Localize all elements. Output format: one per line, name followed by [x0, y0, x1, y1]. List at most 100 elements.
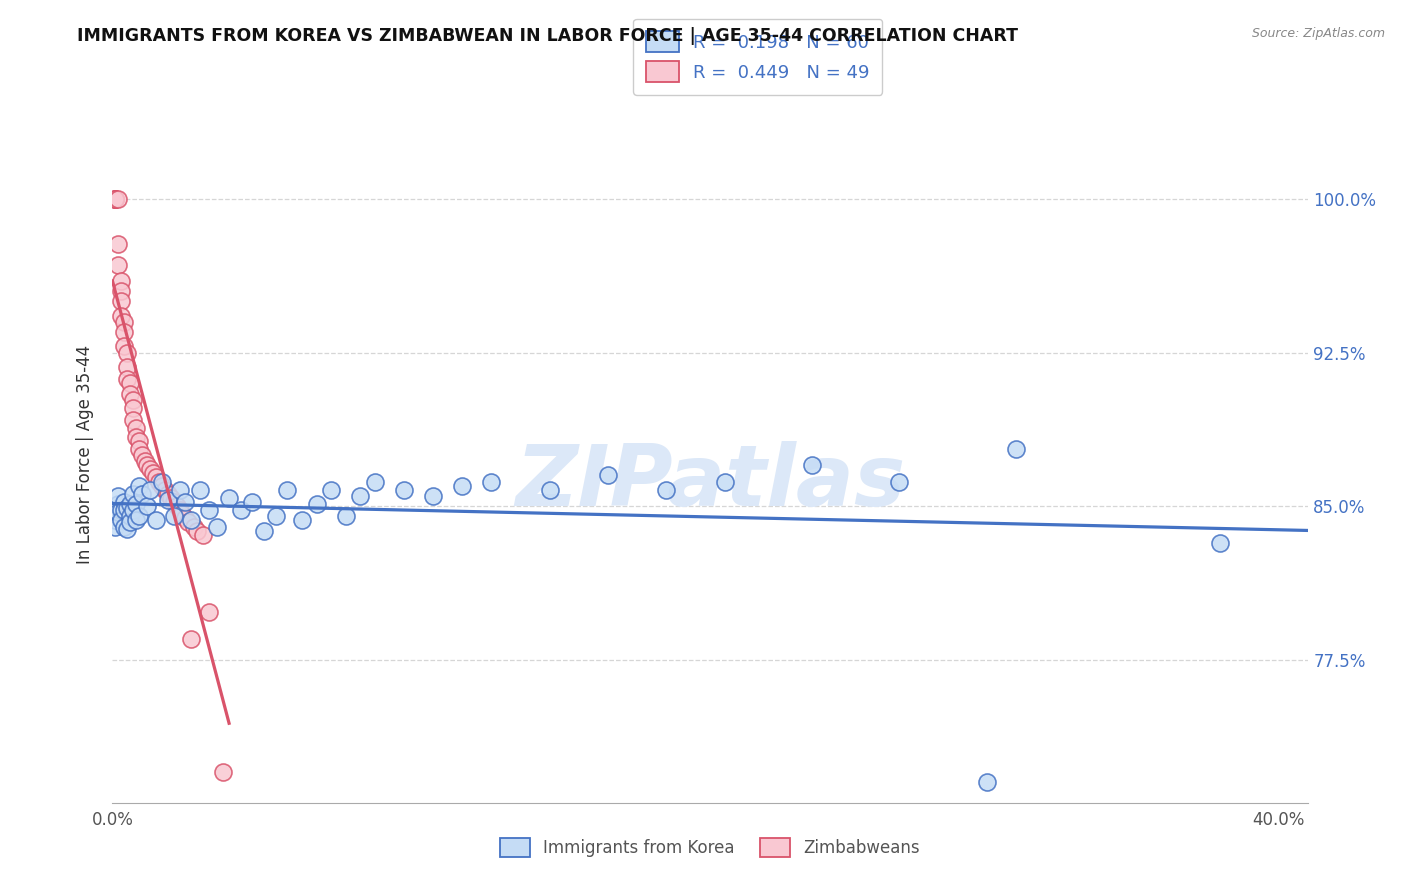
Point — [264, 509, 287, 524]
Point — [335, 509, 357, 524]
Point — [145, 470, 167, 484]
Point — [139, 483, 162, 497]
Text: IMMIGRANTS FROM KOREA VS ZIMBABWEAN IN LABOR FORCE | AGE 35-44 CORRELATION CHART: IMMIGRANTS FROM KOREA VS ZIMBABWEAN IN L… — [77, 27, 1018, 45]
Point — [218, 491, 240, 505]
Point — [538, 483, 561, 497]
Point — [186, 524, 208, 538]
Point — [125, 497, 148, 511]
Point — [122, 413, 145, 427]
Point — [156, 487, 179, 501]
Point — [191, 527, 214, 541]
Text: Source: ZipAtlas.com: Source: ZipAtlas.com — [1251, 27, 1385, 40]
Point — [188, 483, 211, 497]
Point — [122, 503, 145, 517]
Point — [212, 765, 235, 780]
Point — [153, 483, 176, 497]
Point — [713, 475, 735, 489]
Point — [112, 503, 135, 517]
Point — [163, 509, 186, 524]
Point — [166, 499, 188, 513]
Point — [276, 483, 298, 497]
Point — [112, 325, 135, 339]
Point — [110, 503, 132, 517]
Point — [104, 503, 127, 517]
Point — [128, 478, 150, 492]
Y-axis label: In Labor Force | Age 35-44: In Labor Force | Age 35-44 — [76, 345, 94, 565]
Point — [655, 483, 678, 497]
Point — [118, 509, 141, 524]
Text: ZIPatlas: ZIPatlas — [515, 442, 905, 524]
Point — [801, 458, 824, 472]
Point — [481, 475, 503, 489]
Point — [148, 475, 170, 489]
Point — [104, 192, 127, 206]
Legend: Immigrants from Korea, Zimbabweans: Immigrants from Korea, Zimbabweans — [494, 831, 927, 864]
Point — [107, 258, 129, 272]
Point — [364, 475, 387, 489]
Point — [596, 468, 619, 483]
Point — [125, 421, 148, 435]
Point — [104, 519, 127, 533]
Point — [134, 454, 156, 468]
Point — [159, 491, 181, 505]
Point — [197, 503, 219, 517]
Point — [122, 392, 145, 407]
Point — [122, 487, 145, 501]
Point — [1005, 442, 1028, 456]
Point — [174, 511, 197, 525]
Point — [112, 339, 135, 353]
Point — [112, 495, 135, 509]
Point — [242, 495, 264, 509]
Point — [229, 503, 252, 517]
Point — [1209, 536, 1232, 550]
Point — [107, 497, 129, 511]
Point — [319, 483, 342, 497]
Point — [104, 192, 127, 206]
Point — [112, 519, 135, 533]
Point — [104, 513, 127, 527]
Point — [150, 475, 173, 489]
Point — [110, 513, 132, 527]
Point — [197, 606, 219, 620]
Point — [145, 513, 167, 527]
Point — [118, 516, 141, 530]
Point — [183, 519, 205, 533]
Point — [174, 495, 197, 509]
Point — [422, 489, 444, 503]
Point — [104, 192, 127, 206]
Point — [107, 505, 129, 519]
Point — [142, 467, 165, 481]
Point — [169, 483, 191, 497]
Point — [392, 483, 415, 497]
Point — [128, 509, 150, 524]
Point — [125, 513, 148, 527]
Point — [163, 495, 186, 509]
Point — [180, 632, 202, 646]
Point — [131, 448, 153, 462]
Point — [118, 497, 141, 511]
Point — [207, 519, 229, 533]
Point — [136, 458, 159, 472]
Point — [122, 401, 145, 415]
Point — [976, 775, 998, 789]
Point — [110, 309, 132, 323]
Point — [115, 372, 138, 386]
Point — [128, 434, 150, 448]
Point — [150, 478, 173, 492]
Point — [349, 489, 371, 503]
Point — [104, 192, 127, 206]
Point — [136, 499, 159, 513]
Point — [115, 522, 138, 536]
Point — [305, 497, 328, 511]
Point — [451, 478, 474, 492]
Point — [118, 386, 141, 401]
Point — [110, 274, 132, 288]
Point — [291, 513, 314, 527]
Point — [156, 492, 179, 507]
Point — [112, 315, 135, 329]
Point — [110, 284, 132, 298]
Point — [889, 475, 911, 489]
Point — [128, 442, 150, 456]
Point — [169, 503, 191, 517]
Point — [180, 513, 202, 527]
